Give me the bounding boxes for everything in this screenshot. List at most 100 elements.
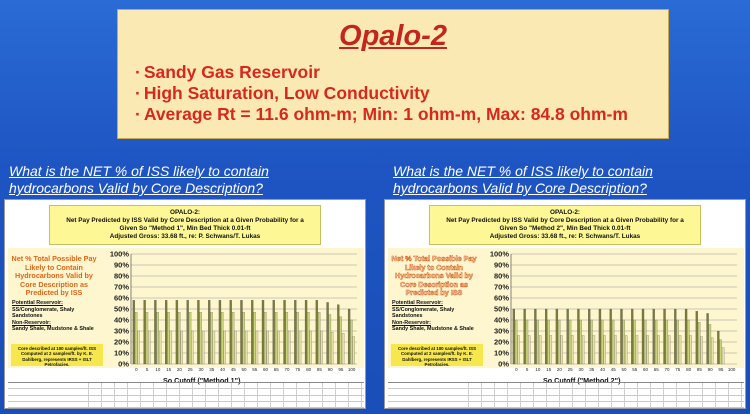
bar: [167, 312, 170, 365]
table-row: [388, 389, 744, 396]
question-right: What is the NET % of ISS likely to conta…: [393, 163, 653, 196]
bar: [687, 319, 690, 365]
summary-box: Opalo-2 · Sandy Gas Reservoir · High Satur…: [117, 9, 669, 139]
bar: [717, 330, 720, 365]
panel-header: OPALO-2: Net Pay Predicted by ISS Valid …: [49, 205, 321, 245]
bar: [221, 312, 224, 365]
x-tick-label: 35: [589, 367, 595, 372]
bar: [169, 330, 173, 365]
bar: [341, 333, 345, 365]
bar: [352, 336, 355, 365]
bar: [582, 335, 585, 365]
bar: [328, 314, 332, 365]
bar: [294, 300, 297, 365]
bar: [641, 308, 645, 365]
bar: [186, 300, 189, 365]
bar: [609, 308, 612, 365]
bar: [674, 308, 677, 365]
bar: [318, 312, 321, 365]
bar: [231, 312, 235, 365]
bar: [577, 308, 580, 365]
bar: [719, 339, 722, 365]
bar: [695, 311, 698, 365]
y-tick-label: 20%: [494, 338, 509, 347]
summary-bullet: · Sandy Gas Reservoir: [135, 62, 320, 82]
bar: [283, 300, 286, 365]
x-tick-label: 15: [546, 367, 552, 372]
bar: [331, 331, 334, 365]
bar: [223, 330, 226, 365]
bar: [251, 300, 254, 365]
table-row: [388, 395, 744, 402]
bar: [304, 300, 308, 365]
bar: [534, 308, 537, 365]
bar: [253, 312, 256, 365]
bar: [631, 308, 634, 365]
panel-header: OPALO-2: Net Pay Predicted by ISS Valid …: [429, 205, 701, 245]
bar: [657, 335, 660, 365]
table-row: [8, 395, 364, 402]
y-tick-label: 0%: [118, 360, 129, 369]
bar: [242, 312, 245, 365]
slide-panel-right: OPALO-2: Net Pay Predicted by ISS Valid …: [384, 199, 746, 409]
bar: [646, 335, 649, 365]
bar: [665, 319, 669, 365]
x-tick-label: 70: [285, 367, 291, 372]
slide-panel-left: OPALO-2: Net Pay Predicted by ISS Valid …: [4, 199, 366, 409]
table-row: [388, 383, 744, 390]
y-tick-label: 20%: [114, 338, 129, 347]
data-table: [8, 382, 364, 408]
bar: [708, 324, 712, 365]
x-tick-label: 50: [241, 367, 247, 372]
bar: [547, 319, 550, 365]
bar: [620, 308, 623, 365]
bar: [663, 308, 666, 365]
y-tick-label: 30%: [114, 327, 129, 336]
y-tick-label: 90%: [114, 261, 129, 270]
bar: [350, 319, 353, 365]
summary-bullet: · High Saturation, Low Conductivity: [135, 83, 430, 103]
y-tick-label: 70%: [114, 283, 129, 292]
bar: [560, 335, 563, 365]
bar: [277, 330, 280, 365]
bar-chart-method-2: 0% 10% 20% 30% 40% 50% 60% 70% 80% 90% 100% 0 5 10 15 2…: [490, 250, 737, 372]
x-tick-label: 60: [643, 367, 649, 372]
bar: [229, 300, 232, 365]
bar: [644, 319, 647, 365]
x-tick-label: 40: [220, 367, 226, 372]
core-note: Core described at 100 samples/ft. ISS Co…: [391, 344, 483, 367]
x-tick-label: 65: [654, 367, 660, 372]
bar: [148, 330, 151, 365]
bar: [568, 319, 572, 365]
bar: [309, 330, 312, 365]
bar: [272, 300, 275, 365]
bar: [611, 319, 615, 365]
bar: [339, 316, 342, 365]
bar: [555, 308, 559, 365]
bar: [285, 312, 289, 365]
bar: [590, 319, 593, 365]
x-tick-label: 5: [146, 367, 149, 372]
bar: [676, 319, 679, 365]
bar: [208, 300, 211, 365]
y-tick-label: 0%: [498, 360, 509, 369]
x-tick-label: 100: [728, 367, 736, 372]
bar: [296, 312, 299, 365]
x-tick-label: 75: [675, 367, 681, 372]
x-tick-label: 95: [338, 367, 344, 372]
x-tick-label: 75: [295, 367, 301, 372]
x-tick-label: 10: [535, 367, 541, 372]
x-tick-label: 25: [188, 367, 194, 372]
y-tick-label: 50%: [114, 305, 129, 314]
table-row: [8, 389, 364, 396]
bullet-marker: ·: [135, 83, 141, 103]
bar: [337, 304, 340, 365]
bar: [700, 336, 703, 365]
bar: [199, 312, 202, 365]
bar: [528, 335, 531, 365]
bar: [298, 330, 302, 365]
bar: [711, 337, 714, 365]
bar: [218, 300, 222, 365]
y-tick-label: 60%: [494, 294, 509, 303]
y-tick-label: 80%: [114, 272, 129, 281]
